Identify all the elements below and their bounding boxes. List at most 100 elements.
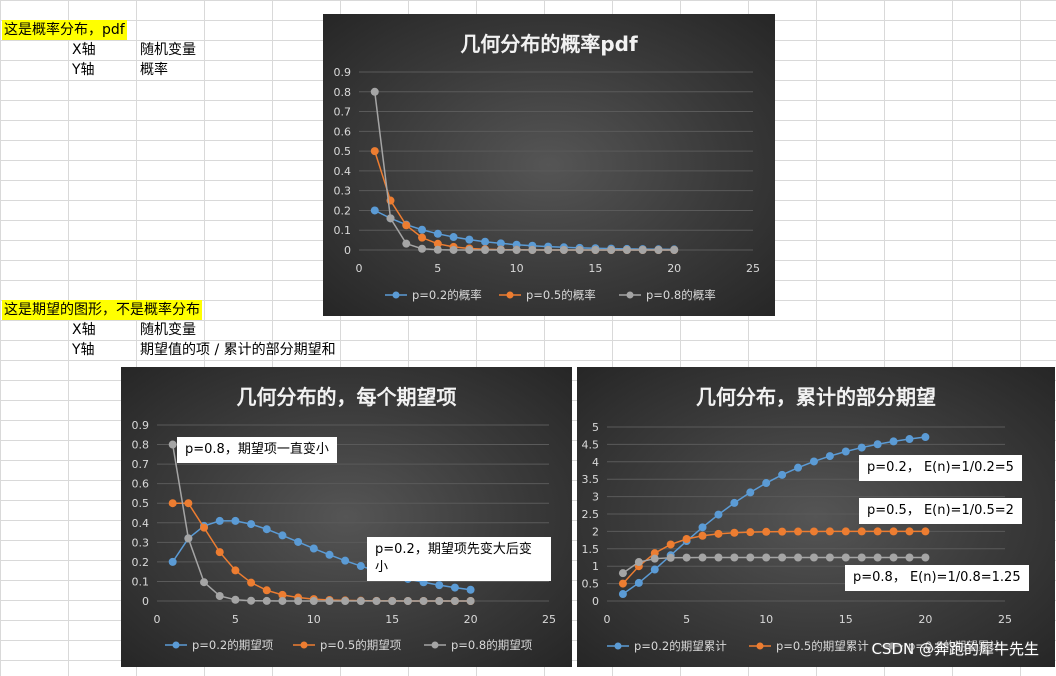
data-point xyxy=(762,553,771,562)
data-point xyxy=(433,245,442,254)
data-point xyxy=(341,597,350,605)
data-point xyxy=(262,596,271,605)
data-point xyxy=(809,527,818,536)
data-point xyxy=(466,585,475,594)
legend-label: p=0.8的期望累计 xyxy=(908,639,1001,653)
data-point xyxy=(262,586,271,595)
x-tick-label: 0 xyxy=(356,262,363,275)
annotation-p08: p=0.8，期望项一直变小 xyxy=(177,437,337,463)
data-point xyxy=(622,246,631,254)
data-point xyxy=(730,528,739,537)
data-point xyxy=(370,206,379,215)
data-point xyxy=(278,596,287,605)
data-point xyxy=(309,597,318,605)
data-point xyxy=(356,562,365,571)
chart-expectation-terms[interactable]: 几何分布的，每个期望项 0 0.1 0.2 0.3 0.4 0.5 0.6 0.7 0.8 0.9… xyxy=(121,367,572,667)
data-point xyxy=(889,527,898,536)
data-point xyxy=(247,578,256,587)
data-point xyxy=(341,556,350,565)
legend-label: p=0.2的期望项 xyxy=(192,638,274,652)
legend-swatch-marker xyxy=(392,291,400,299)
data-point xyxy=(247,596,256,605)
x-tick-label: 15 xyxy=(385,613,399,626)
data-point xyxy=(618,569,627,578)
y-tick-label: 0 xyxy=(142,595,149,608)
data-point xyxy=(825,527,834,536)
data-point xyxy=(294,597,303,605)
y-tick-label: 0.5 xyxy=(334,145,352,158)
data-point xyxy=(591,246,600,254)
data-point xyxy=(618,579,627,588)
data-point xyxy=(841,527,850,536)
y-tick-label: 0.2 xyxy=(132,556,150,569)
data-point xyxy=(168,440,177,449)
data-point xyxy=(607,246,616,254)
section2-y-val: 期望值的项 / 累计的部分期望和 xyxy=(140,342,336,358)
data-point xyxy=(559,246,568,254)
data-point xyxy=(857,527,866,536)
data-point xyxy=(403,597,412,605)
data-point xyxy=(168,557,177,566)
annotation-p05: p=0.5， E(n)=1/0.5=2 xyxy=(859,498,1022,524)
section1-y-val: 概率 xyxy=(140,62,168,78)
data-point xyxy=(698,553,707,562)
y-tick-label: 0.5 xyxy=(582,578,600,591)
data-point xyxy=(528,246,537,254)
data-point xyxy=(778,527,787,536)
data-point xyxy=(231,566,240,575)
y-tick-label: 0.4 xyxy=(334,165,352,178)
data-point xyxy=(746,488,755,497)
data-point xyxy=(809,553,818,562)
data-point xyxy=(650,549,659,558)
y-tick-label: 4 xyxy=(592,456,599,469)
data-point xyxy=(670,246,679,254)
x-tick-label: 15 xyxy=(588,262,602,275)
data-point xyxy=(168,499,177,508)
data-point xyxy=(873,527,882,536)
data-point xyxy=(466,597,475,605)
x-tick-label: 20 xyxy=(667,262,681,275)
data-point xyxy=(544,246,553,254)
data-point xyxy=(841,553,850,562)
y-tick-label: 0.3 xyxy=(334,185,352,198)
data-point xyxy=(650,554,659,563)
data-point xyxy=(449,233,458,242)
data-point xyxy=(370,87,379,96)
y-tick-label: 0.9 xyxy=(334,66,352,79)
data-point xyxy=(666,540,675,549)
data-point xyxy=(666,553,675,562)
y-tick-label: 3 xyxy=(592,491,599,504)
data-point xyxy=(418,244,427,253)
y-tick-label: 3.5 xyxy=(582,473,600,486)
y-tick-label: 1.5 xyxy=(582,543,600,556)
data-point xyxy=(857,553,866,562)
y-tick-label: 2 xyxy=(592,525,599,538)
legend-swatch-marker xyxy=(756,642,764,650)
legend-swatch-marker xyxy=(626,291,634,299)
data-point xyxy=(905,527,914,536)
y-tick-label: 0.5 xyxy=(132,497,150,510)
x-tick-label: 5 xyxy=(434,262,441,275)
data-point xyxy=(215,548,224,557)
data-point xyxy=(215,591,224,600)
annotation-p02: p=0.2， E(n)=1/0.2=5 xyxy=(859,455,1022,481)
legend-swatch-marker xyxy=(172,641,180,649)
data-point xyxy=(481,237,490,246)
chart-cumulative-expectation[interactable]: 几何分布，累计的部分期望 0 0.5 1 1.5 2 2.5 3 3.5 4 4.5 5 0 5 10 15… xyxy=(577,367,1055,667)
y-tick-label: 0.6 xyxy=(334,125,352,138)
chart-expectation-terms-plot: 0 0.1 0.2 0.3 0.4 0.5 0.6 0.7 0.8 0.9 0 5 10 15 20 25 p=… xyxy=(132,419,557,652)
section1-x-val: 随机变量 xyxy=(140,42,196,58)
chart-pdf[interactable]: 几何分布的概率pdf 0 0.1 0.2 0.3 0.4 0.5 0.6 0.7 0.8 0.9 0… xyxy=(323,14,775,316)
annotation-p08: p=0.8， E(n)=1/0.8=1.25 xyxy=(845,565,1029,591)
data-point xyxy=(889,553,898,562)
legend-label: p=0.5的期望项 xyxy=(320,638,402,652)
data-point xyxy=(714,553,723,562)
data-point xyxy=(618,590,627,599)
data-point xyxy=(231,516,240,525)
x-tick-label: 5 xyxy=(232,613,239,626)
data-point xyxy=(654,246,663,254)
data-point xyxy=(418,225,427,234)
data-point xyxy=(231,595,240,604)
data-point xyxy=(857,443,866,452)
data-point xyxy=(465,235,474,244)
